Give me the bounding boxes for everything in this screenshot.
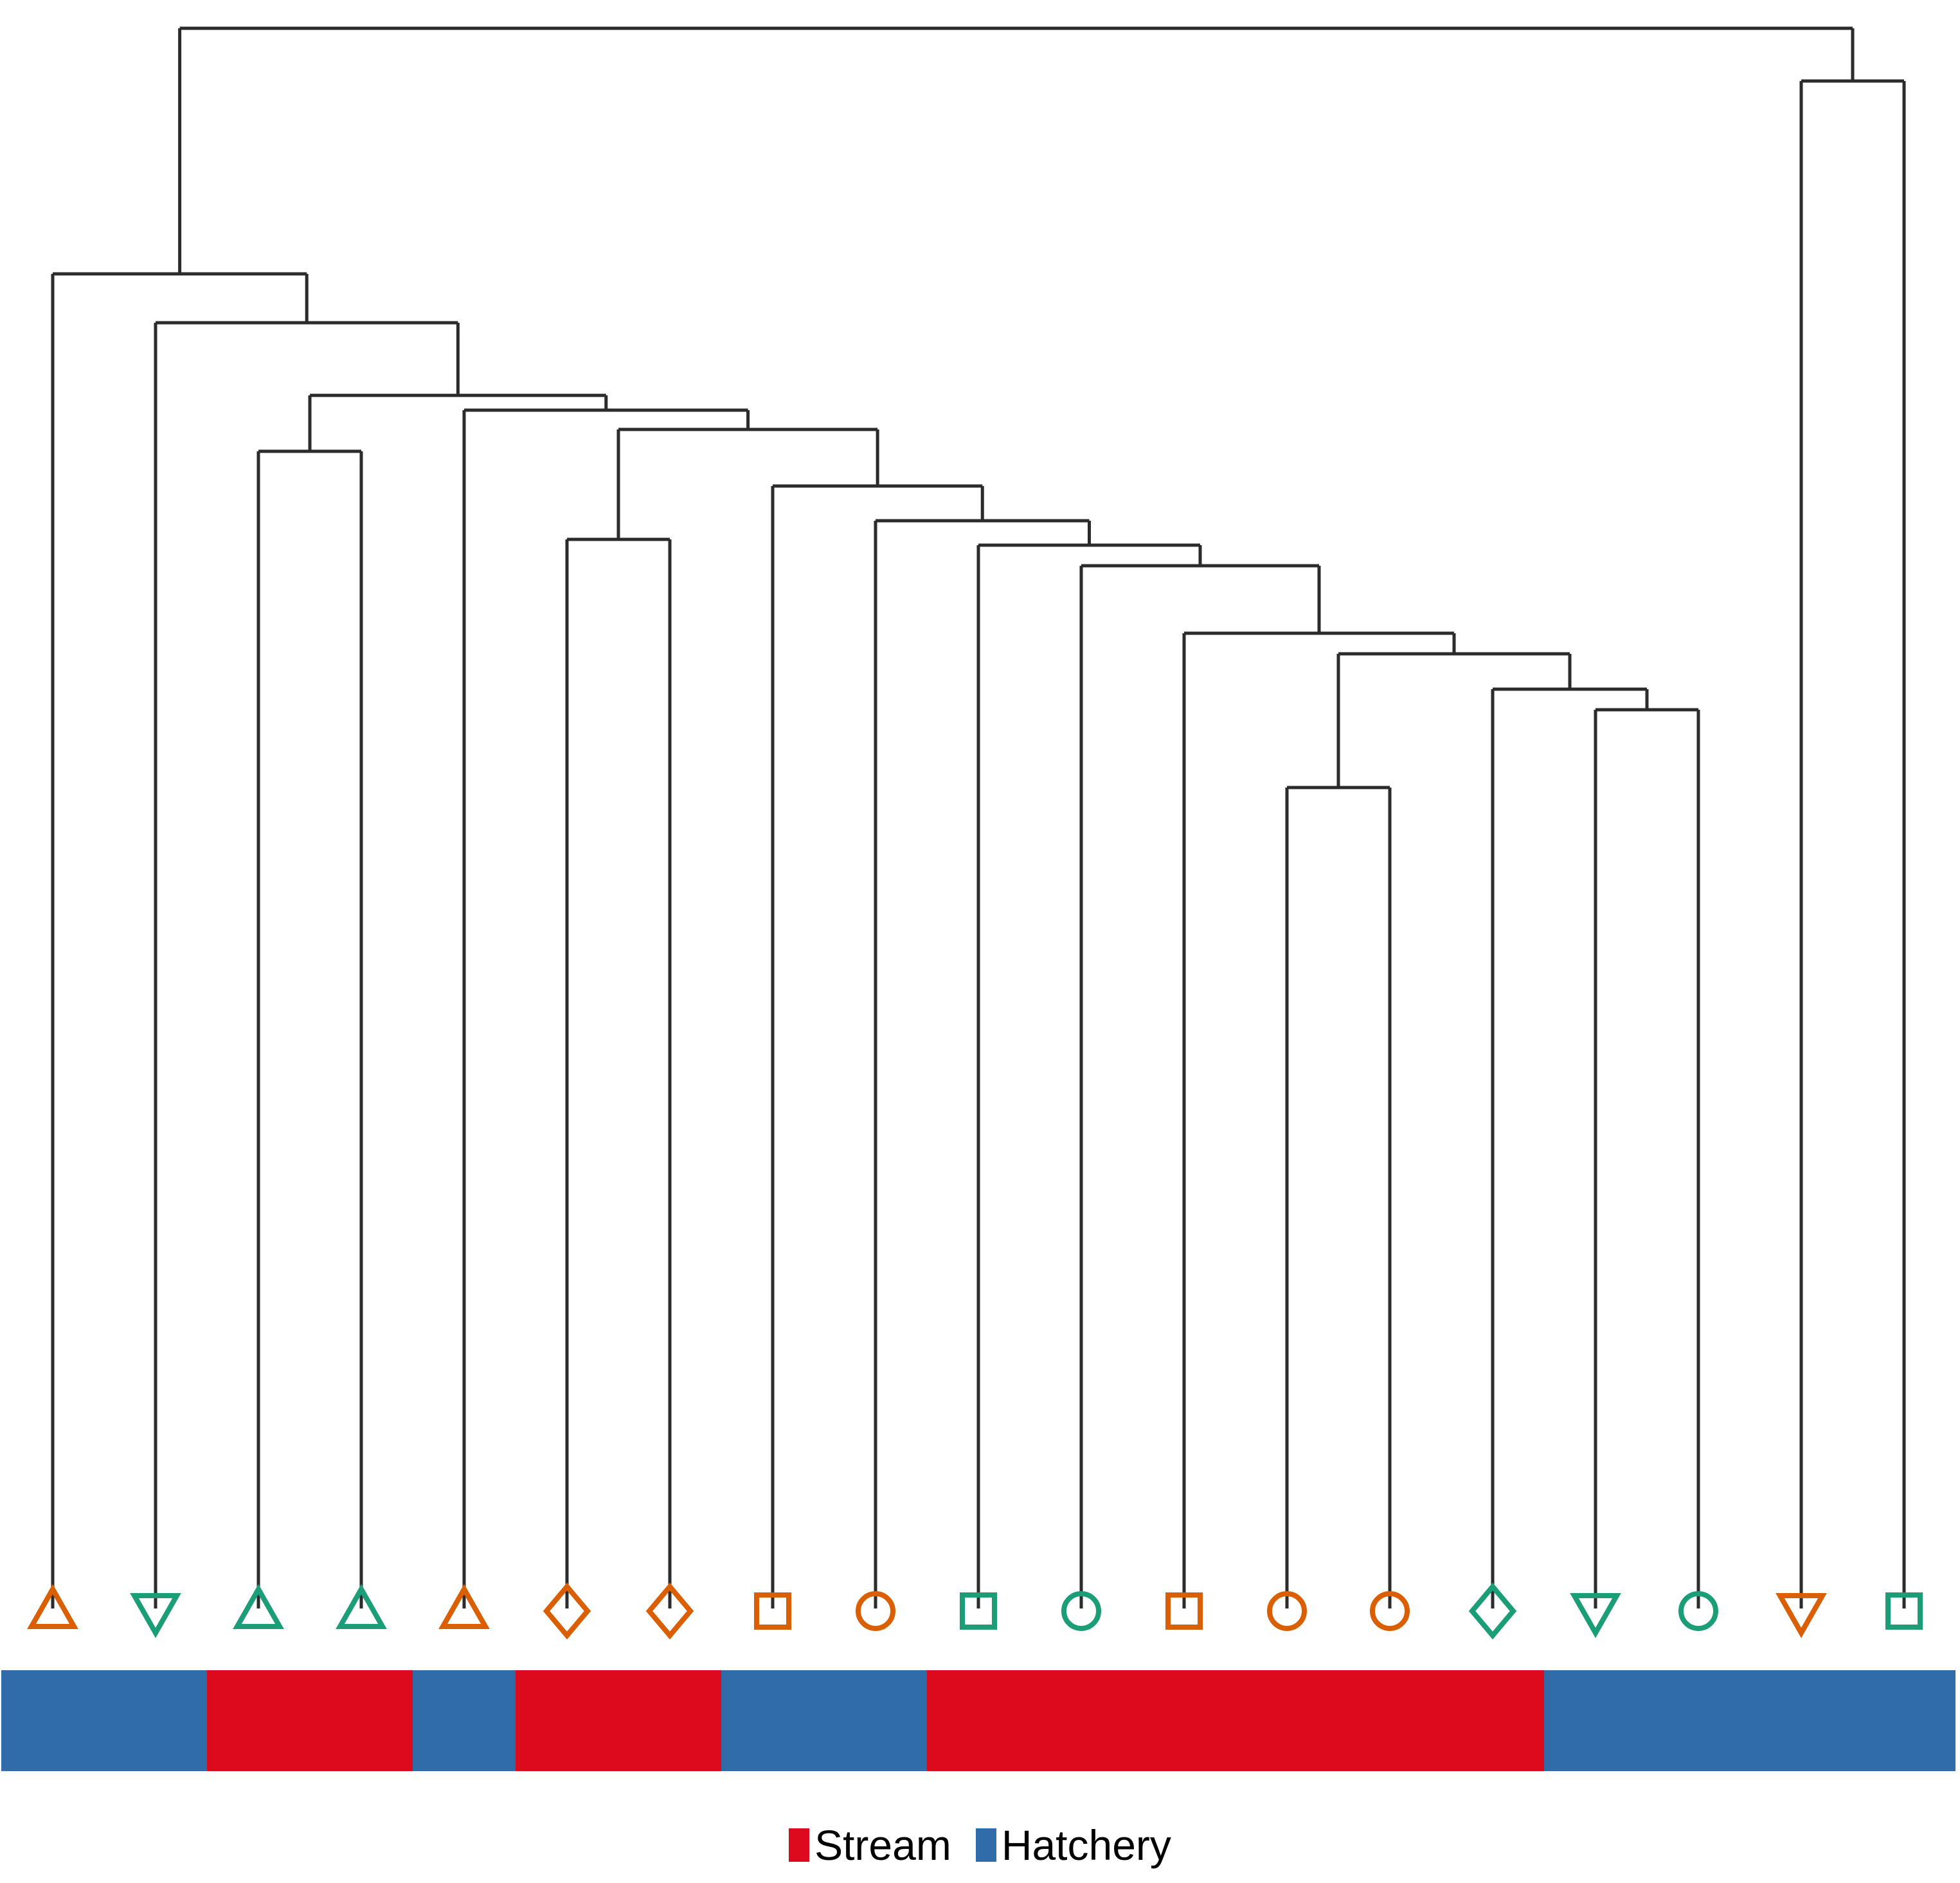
group-bar-segment-stream [516, 1670, 721, 1771]
group-bar-segment-hatchery [413, 1670, 516, 1771]
diamond-marker-icon [1468, 1582, 1517, 1640]
diamond-marker-icon [543, 1582, 591, 1640]
triangle-up-marker-icon [233, 1583, 284, 1629]
square-marker-icon [1165, 1592, 1203, 1630]
circle-marker-icon [1267, 1591, 1307, 1631]
legend-label-stream: Stream [814, 1821, 951, 1869]
circle-marker-icon [1370, 1591, 1410, 1631]
legend: Stream Hatchery [0, 1819, 1960, 1871]
group-bar-segment-hatchery [721, 1670, 927, 1771]
diamond-marker-icon [645, 1582, 694, 1640]
triangle-down-marker-icon [130, 1593, 181, 1639]
circle-marker-icon [1678, 1591, 1718, 1631]
stream-swatch-icon [789, 1828, 810, 1862]
triangle-up-marker-icon [27, 1583, 78, 1629]
circle-marker-icon [856, 1591, 895, 1631]
group-bar-segment-hatchery [1544, 1670, 1956, 1771]
triangle-up-marker-icon [336, 1583, 387, 1629]
legend-label-hatchery: Hatchery [1001, 1821, 1171, 1869]
square-marker-icon [960, 1592, 997, 1630]
square-marker-icon [754, 1592, 791, 1630]
square-marker-icon [1885, 1592, 1923, 1630]
hatchery-swatch-icon [975, 1828, 996, 1862]
legend-item-hatchery: Hatchery [975, 1821, 1171, 1869]
legend-item-stream: Stream [789, 1824, 951, 1866]
triangle-down-marker-icon [1570, 1593, 1621, 1639]
circle-marker-icon [1061, 1591, 1101, 1631]
group-bar-segment-stream [207, 1670, 413, 1771]
group-bar-segment-stream [927, 1670, 1544, 1771]
group-bar-segment-hatchery [1, 1670, 207, 1771]
triangle-down-marker-icon [1776, 1593, 1827, 1639]
triangle-up-marker-icon [438, 1583, 490, 1629]
